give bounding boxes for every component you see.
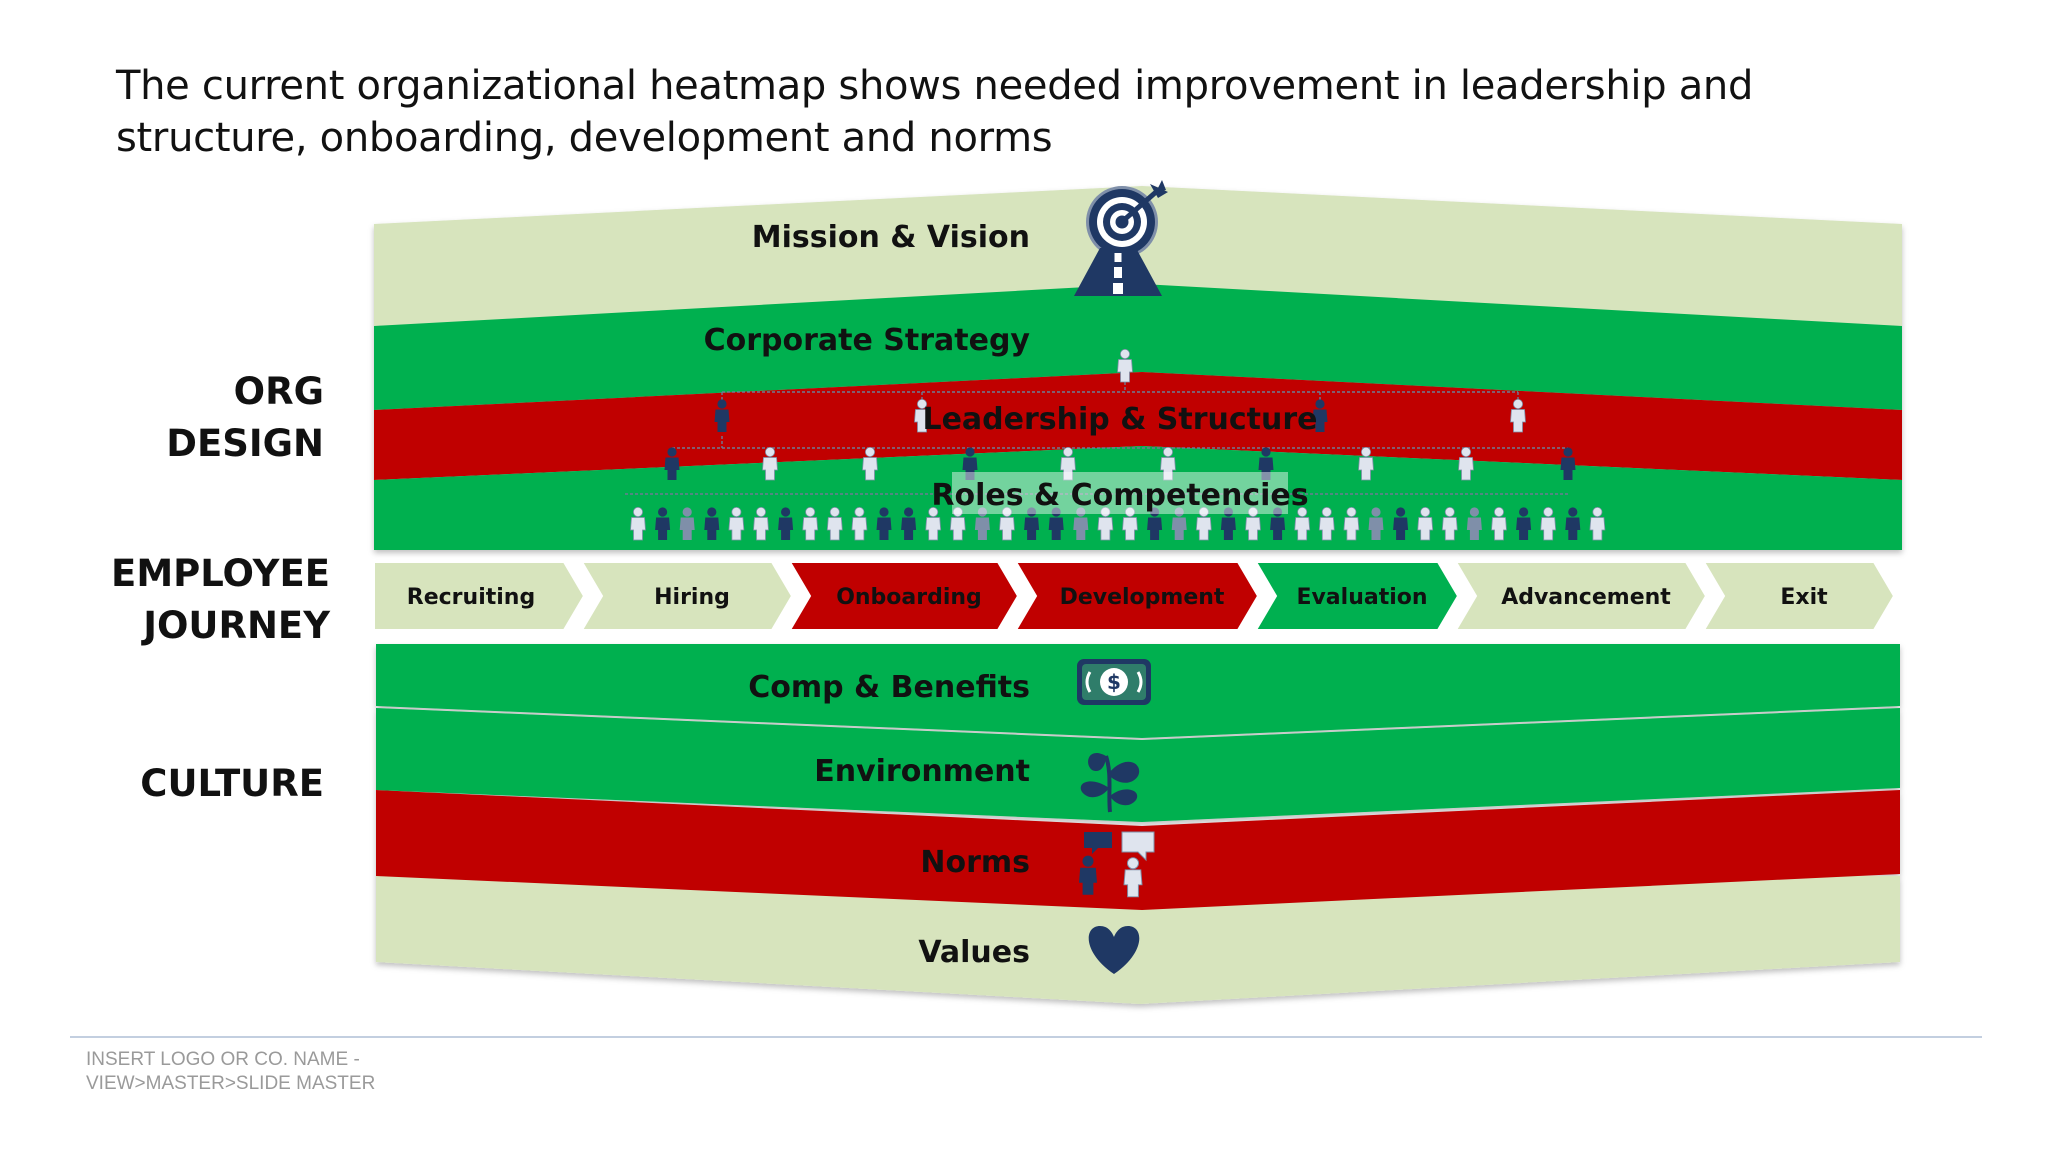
journey-label-hiring: Hiring	[654, 585, 730, 610]
employee-journey-chevrons: Recruiting Hiring Onboarding Development Eva…	[373, 561, 1896, 631]
footer-line-1: INSERT LOGO OR CO. NAME -	[86, 1049, 360, 1070]
money-icon: $	[1077, 659, 1151, 705]
org-design-label: ORG DESIGN	[166, 370, 324, 465]
journey-label-onboarding: Onboarding	[836, 585, 982, 610]
conversation-icon	[1079, 831, 1155, 898]
journey-step-advancement	[1454, 561, 1708, 631]
journey-step-hiring	[580, 561, 794, 631]
culture-label: CULTURE	[140, 762, 324, 805]
band-leadership-structure	[374, 372, 1902, 480]
label-roles-competencies: Roles & Competencies	[931, 478, 1308, 513]
heart-icon	[1088, 926, 1140, 974]
journey-step-exit	[1702, 561, 1896, 631]
road-icon	[1074, 248, 1162, 296]
footer-line-2: VIEW>MASTER>SLIDE MASTER	[86, 1073, 376, 1094]
footer-note: INSERT LOGO OR CO. NAME - VIEW>MASTER>SL…	[86, 1048, 506, 1096]
footer-divider	[70, 1036, 1982, 1038]
target-icon	[1086, 180, 1168, 258]
label-leadership-structure: Leadership & Structure	[922, 402, 1317, 437]
label-norms: Norms	[920, 845, 1030, 880]
label-environment: Environment	[814, 754, 1030, 789]
journey-label-exit: Exit	[1780, 585, 1828, 610]
employee-journey-label: EMPLOYEE JOURNEY	[111, 552, 330, 647]
band-corporate-strategy	[374, 284, 1902, 410]
roles-label-backdrop	[952, 472, 1288, 514]
journey-label-advancement: Advancement	[1501, 585, 1671, 610]
journey-label-evaluation: Evaluation	[1296, 585, 1427, 610]
slide-title: The current organizational heatmap shows…	[116, 63, 1754, 161]
label-corporate-strategy: Corporate Strategy	[704, 323, 1031, 358]
label-comp-benefits: Comp & Benefits	[748, 670, 1030, 705]
svg-text:$: $	[1107, 670, 1121, 694]
journey-label-recruiting: Recruiting	[407, 585, 535, 610]
journey-step-onboarding	[788, 561, 1020, 631]
band-environment	[376, 708, 1900, 822]
journey-label-development: Development	[1060, 585, 1225, 610]
label-values: Values	[918, 935, 1030, 970]
journey-step-development	[1014, 561, 1260, 631]
plant-icon	[1080, 753, 1140, 813]
journey-step-recruiting	[373, 561, 586, 631]
label-mission-vision: Mission & Vision	[752, 220, 1030, 255]
journey-step-evaluation	[1254, 561, 1460, 631]
